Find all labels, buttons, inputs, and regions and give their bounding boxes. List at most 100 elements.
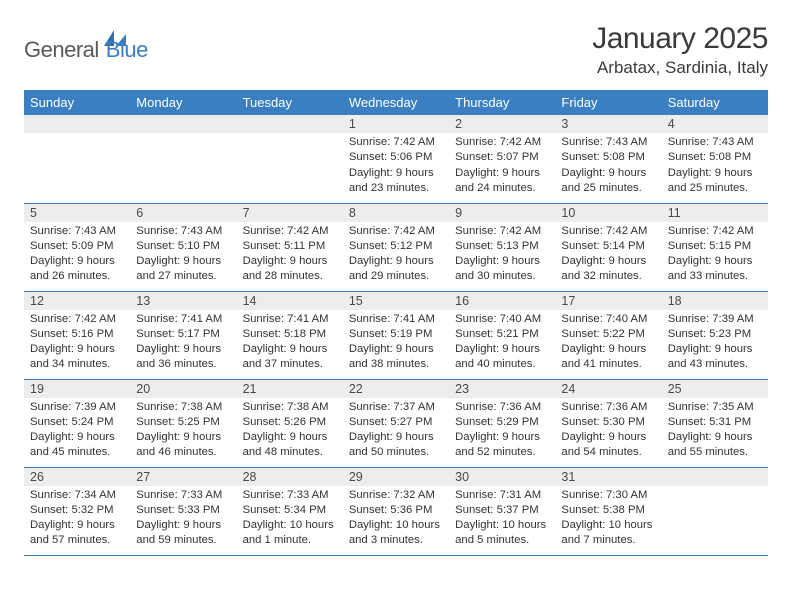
day-details: Sunrise: 7:33 AMSunset: 5:34 PMDaylight:… — [237, 486, 343, 553]
day-number: 12 — [24, 292, 130, 310]
calendar-day-cell: 18Sunrise: 7:39 AMSunset: 5:23 PMDayligh… — [662, 291, 768, 379]
day-details: Sunrise: 7:41 AMSunset: 5:18 PMDaylight:… — [237, 310, 343, 377]
daylight-line: Daylight: 9 hours and 38 minutes. — [349, 342, 443, 373]
day-number: 24 — [555, 380, 661, 398]
calendar-day-cell: 7Sunrise: 7:42 AMSunset: 5:11 PMDaylight… — [237, 203, 343, 291]
calendar-day-cell: 14Sunrise: 7:41 AMSunset: 5:18 PMDayligh… — [237, 291, 343, 379]
day-details: Sunrise: 7:40 AMSunset: 5:21 PMDaylight:… — [449, 310, 555, 377]
calendar-empty-cell — [24, 115, 130, 203]
daylight-line: Daylight: 9 hours and 37 minutes. — [243, 342, 337, 373]
sunset-line: Sunset: 5:30 PM — [561, 415, 655, 430]
day-number: 17 — [555, 292, 661, 310]
daylight-line: Daylight: 9 hours and 30 minutes. — [455, 254, 549, 285]
daylight-line: Daylight: 9 hours and 45 minutes. — [30, 430, 124, 461]
sunrise-line: Sunrise: 7:42 AM — [561, 224, 655, 239]
calendar-day-cell: 23Sunrise: 7:36 AMSunset: 5:29 PMDayligh… — [449, 379, 555, 467]
daylight-line: Daylight: 9 hours and 54 minutes. — [561, 430, 655, 461]
sunset-line: Sunset: 5:29 PM — [455, 415, 549, 430]
calendar-page: General Blue January 2025 Arbatax, Sardi… — [0, 0, 792, 574]
sunrise-line: Sunrise: 7:43 AM — [30, 224, 124, 239]
sunrise-line: Sunrise: 7:41 AM — [136, 312, 230, 327]
sunrise-line: Sunrise: 7:38 AM — [136, 400, 230, 415]
daylight-line: Daylight: 9 hours and 41 minutes. — [561, 342, 655, 373]
calendar-day-cell: 24Sunrise: 7:36 AMSunset: 5:30 PMDayligh… — [555, 379, 661, 467]
calendar-day-cell: 10Sunrise: 7:42 AMSunset: 5:14 PMDayligh… — [555, 203, 661, 291]
sunrise-line: Sunrise: 7:30 AM — [561, 488, 655, 503]
daylight-line: Daylight: 9 hours and 48 minutes. — [243, 430, 337, 461]
sunrise-line: Sunrise: 7:33 AM — [243, 488, 337, 503]
day-number-bar — [237, 115, 343, 133]
day-number: 2 — [449, 115, 555, 133]
sunrise-line: Sunrise: 7:42 AM — [349, 135, 443, 150]
calendar-day-cell: 17Sunrise: 7:40 AMSunset: 5:22 PMDayligh… — [555, 291, 661, 379]
sunset-line: Sunset: 5:37 PM — [455, 503, 549, 518]
sunset-line: Sunset: 5:15 PM — [668, 239, 762, 254]
sunset-line: Sunset: 5:08 PM — [561, 150, 655, 165]
weekday-header: Thursday — [449, 91, 555, 116]
brand-text-blue: Blue — [106, 37, 148, 63]
sunset-line: Sunset: 5:07 PM — [455, 150, 549, 165]
daylight-line: Daylight: 9 hours and 23 minutes. — [349, 166, 443, 197]
sunrise-line: Sunrise: 7:42 AM — [243, 224, 337, 239]
day-details: Sunrise: 7:40 AMSunset: 5:22 PMDaylight:… — [555, 310, 661, 377]
calendar-day-cell: 29Sunrise: 7:32 AMSunset: 5:36 PMDayligh… — [343, 467, 449, 555]
sunset-line: Sunset: 5:14 PM — [561, 239, 655, 254]
daylight-line: Daylight: 9 hours and 34 minutes. — [30, 342, 124, 373]
calendar-day-cell: 20Sunrise: 7:38 AMSunset: 5:25 PMDayligh… — [130, 379, 236, 467]
sunrise-line: Sunrise: 7:31 AM — [455, 488, 549, 503]
day-number: 7 — [237, 204, 343, 222]
sunrise-line: Sunrise: 7:40 AM — [561, 312, 655, 327]
calendar-week-row: 19Sunrise: 7:39 AMSunset: 5:24 PMDayligh… — [24, 379, 768, 467]
day-details: Sunrise: 7:36 AMSunset: 5:30 PMDaylight:… — [555, 398, 661, 465]
calendar-day-cell: 5Sunrise: 7:43 AMSunset: 5:09 PMDaylight… — [24, 203, 130, 291]
sunset-line: Sunset: 5:23 PM — [668, 327, 762, 342]
day-number: 14 — [237, 292, 343, 310]
calendar-empty-cell — [237, 115, 343, 203]
day-details: Sunrise: 7:38 AMSunset: 5:25 PMDaylight:… — [130, 398, 236, 465]
day-details: Sunrise: 7:32 AMSunset: 5:36 PMDaylight:… — [343, 486, 449, 553]
calendar-day-cell: 12Sunrise: 7:42 AMSunset: 5:16 PMDayligh… — [24, 291, 130, 379]
location-subtitle: Arbatax, Sardinia, Italy — [592, 58, 768, 78]
daylight-line: Daylight: 9 hours and 28 minutes. — [243, 254, 337, 285]
daylight-line: Daylight: 10 hours and 5 minutes. — [455, 518, 549, 549]
daylight-line: Daylight: 9 hours and 24 minutes. — [455, 166, 549, 197]
sunrise-line: Sunrise: 7:43 AM — [561, 135, 655, 150]
calendar-day-cell: 30Sunrise: 7:31 AMSunset: 5:37 PMDayligh… — [449, 467, 555, 555]
sunrise-line: Sunrise: 7:42 AM — [30, 312, 124, 327]
day-number: 18 — [662, 292, 768, 310]
day-number: 9 — [449, 204, 555, 222]
sunset-line: Sunset: 5:18 PM — [243, 327, 337, 342]
day-details: Sunrise: 7:43 AMSunset: 5:10 PMDaylight:… — [130, 222, 236, 289]
day-number: 29 — [343, 468, 449, 486]
sunset-line: Sunset: 5:27 PM — [349, 415, 443, 430]
day-number: 10 — [555, 204, 661, 222]
brand-text-general: General — [24, 37, 99, 63]
calendar-table: SundayMondayTuesdayWednesdayThursdayFrid… — [24, 90, 768, 556]
sunset-line: Sunset: 5:17 PM — [136, 327, 230, 342]
day-number: 28 — [237, 468, 343, 486]
day-details: Sunrise: 7:43 AMSunset: 5:08 PMDaylight:… — [662, 133, 768, 200]
day-number: 20 — [130, 380, 236, 398]
day-details: Sunrise: 7:42 AMSunset: 5:06 PMDaylight:… — [343, 133, 449, 200]
daylight-line: Daylight: 9 hours and 59 minutes. — [136, 518, 230, 549]
calendar-day-cell: 4Sunrise: 7:43 AMSunset: 5:08 PMDaylight… — [662, 115, 768, 203]
sunset-line: Sunset: 5:08 PM — [668, 150, 762, 165]
daylight-line: Daylight: 9 hours and 55 minutes. — [668, 430, 762, 461]
sunset-line: Sunset: 5:26 PM — [243, 415, 337, 430]
calendar-week-row: 1Sunrise: 7:42 AMSunset: 5:06 PMDaylight… — [24, 115, 768, 203]
sunrise-line: Sunrise: 7:37 AM — [349, 400, 443, 415]
day-number: 19 — [24, 380, 130, 398]
day-number: 1 — [343, 115, 449, 133]
calendar-day-cell: 21Sunrise: 7:38 AMSunset: 5:26 PMDayligh… — [237, 379, 343, 467]
day-number-bar — [24, 115, 130, 133]
sunset-line: Sunset: 5:24 PM — [30, 415, 124, 430]
day-number: 4 — [662, 115, 768, 133]
sunset-line: Sunset: 5:21 PM — [455, 327, 549, 342]
calendar-empty-cell — [130, 115, 236, 203]
calendar-day-cell: 2Sunrise: 7:42 AMSunset: 5:07 PMDaylight… — [449, 115, 555, 203]
calendar-day-cell: 27Sunrise: 7:33 AMSunset: 5:33 PMDayligh… — [130, 467, 236, 555]
day-number: 8 — [343, 204, 449, 222]
calendar-day-cell: 22Sunrise: 7:37 AMSunset: 5:27 PMDayligh… — [343, 379, 449, 467]
day-details: Sunrise: 7:41 AMSunset: 5:17 PMDaylight:… — [130, 310, 236, 377]
calendar-day-cell: 28Sunrise: 7:33 AMSunset: 5:34 PMDayligh… — [237, 467, 343, 555]
